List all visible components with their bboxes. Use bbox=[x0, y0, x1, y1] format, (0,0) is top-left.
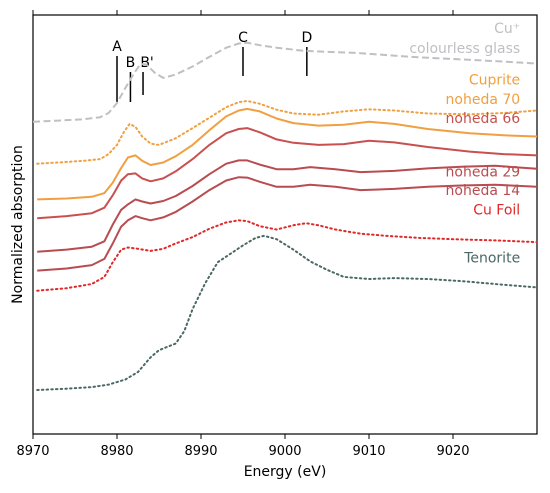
marker-label-b: B bbox=[126, 55, 136, 71]
x-tick-label-9020: 9020 bbox=[436, 444, 469, 459]
x-tick-label-8980: 8980 bbox=[100, 444, 133, 459]
series-line-tenorite bbox=[36, 234, 538, 391]
series-label-tenorite: Tenorite bbox=[463, 251, 520, 267]
series-label-noheda-29: noheda 29 bbox=[446, 164, 521, 180]
series-label-noheda-66: noheda 66 bbox=[446, 111, 521, 127]
series-label-cu: Cu⁺ bbox=[494, 21, 520, 37]
plot-frame bbox=[32, 14, 538, 435]
series-line-cu-foil bbox=[36, 219, 538, 292]
series-line-noheda-70 bbox=[37, 107, 538, 201]
x-tick-label-8970: 8970 bbox=[16, 444, 49, 459]
series-label-cu-line2: colourless glass bbox=[409, 41, 520, 57]
series-label-cuprite: Cuprite bbox=[469, 73, 520, 89]
series-line-noheda-29 bbox=[37, 159, 538, 253]
series-labels: Cu⁺ colourless glass Cuprite noheda 70 nohed… bbox=[409, 21, 520, 267]
x-tick-label-8990: 8990 bbox=[184, 444, 217, 459]
series-label-noheda-70: noheda 70 bbox=[446, 92, 521, 108]
marker-label-d: D bbox=[301, 30, 312, 46]
x-axis-ticks: 8970 8980 8990 9000 9010 9020 bbox=[16, 10, 470, 459]
marker-label-b: B' bbox=[140, 55, 153, 71]
series-line-cuprite bbox=[36, 99, 538, 165]
x-tick-label-9010: 9010 bbox=[352, 444, 385, 459]
series-line-noheda-66 bbox=[37, 127, 538, 220]
series-label-cu-foil: Cu Foil bbox=[473, 202, 520, 218]
series-line-cu bbox=[32, 41, 538, 123]
marker-label-c: C bbox=[238, 30, 248, 46]
series-lines bbox=[32, 41, 538, 391]
x-tick-label-9000: 9000 bbox=[268, 444, 301, 459]
y-axis-label: Normalized absorption bbox=[10, 145, 26, 304]
feature-markers: AB B' C D bbox=[112, 30, 312, 102]
marker-label-a: A bbox=[112, 39, 122, 55]
series-label-noheda-14: noheda 14 bbox=[446, 183, 521, 199]
series-line-noheda-14 bbox=[37, 176, 538, 272]
x-axis-label: Energy (eV) bbox=[244, 464, 327, 480]
